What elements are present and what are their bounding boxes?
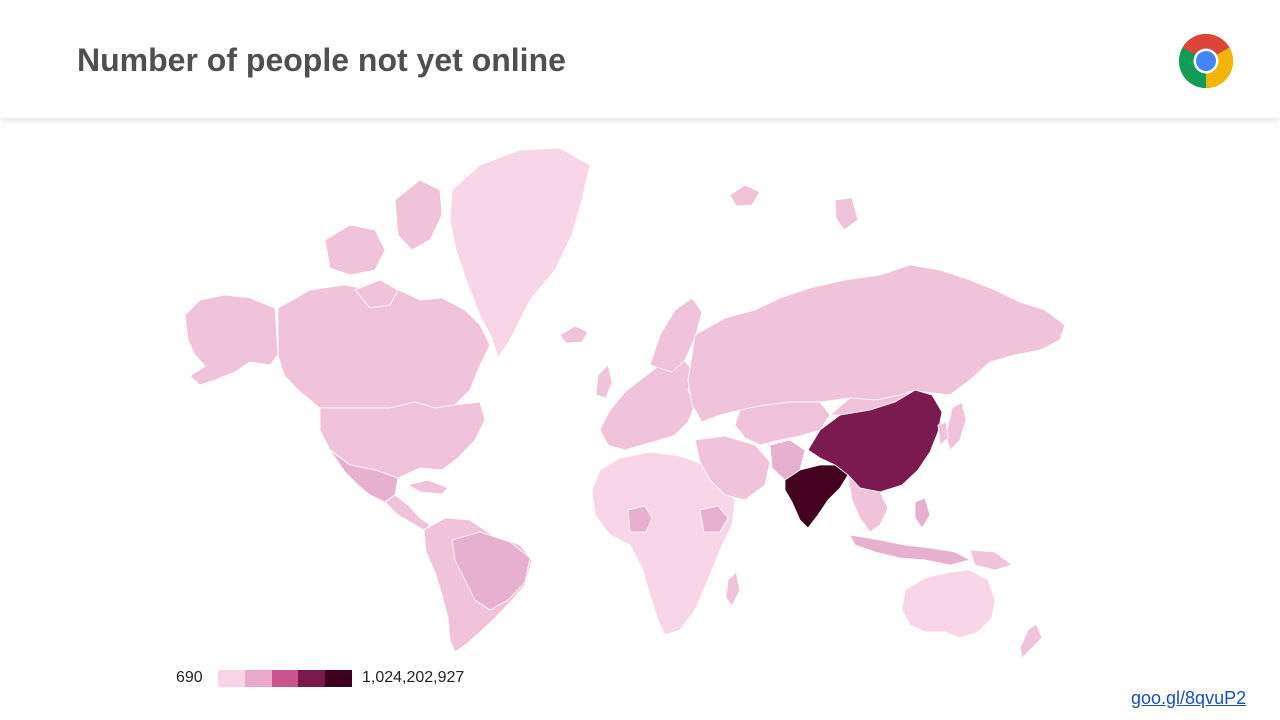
region-central-america	[384, 494, 431, 531]
region-europe	[599, 354, 696, 451]
region-southeast-asia	[847, 474, 889, 533]
region-new-zealand	[1019, 623, 1043, 659]
legend-swatch-3	[271, 670, 299, 687]
region-new-guinea	[969, 549, 1013, 571]
region-arctic-islands-2	[394, 179, 443, 251]
legend-max-label: 1,024,202,927	[362, 669, 465, 686]
legend-swatch-5	[325, 670, 352, 687]
region-arctic-islands-3	[354, 279, 399, 309]
region-greenland	[449, 147, 591, 359]
slide-header: Number of people not yet online	[0, 0, 1280, 118]
region-scandinavia	[649, 297, 703, 373]
region-korea	[937, 421, 949, 446]
region-indonesia	[849, 534, 971, 566]
region-alaska	[184, 294, 279, 386]
region-australia	[901, 569, 996, 639]
legend-swatch-2	[244, 670, 272, 687]
region-central-asia	[734, 401, 831, 446]
region-russia	[687, 264, 1066, 423]
slide-title: Number of people not yet online	[77, 42, 566, 78]
region-svalbard	[729, 184, 761, 207]
region-iceland	[559, 325, 589, 344]
region-uk	[595, 364, 613, 399]
region-brazil	[451, 531, 531, 611]
region-india	[784, 464, 849, 529]
chrome-logo-icon	[1178, 33, 1234, 89]
region-caribbean	[407, 479, 449, 495]
region-philippines	[914, 497, 931, 529]
legend-swatch-4	[298, 670, 326, 687]
region-ethiopia	[699, 505, 729, 533]
legend-gradient-bar	[218, 670, 352, 687]
region-africa	[591, 451, 736, 636]
region-japan	[945, 401, 967, 451]
region-novaya-zemlya	[834, 197, 859, 231]
world-map	[184, 147, 1066, 659]
legend-swatch-1	[218, 670, 245, 687]
legend-min-label: 690	[176, 669, 203, 686]
region-madagascar	[725, 571, 741, 607]
source-link[interactable]: goo.gl/8qvuP2	[1131, 688, 1247, 708]
region-mongolia	[829, 389, 916, 416]
region-nigeria	[627, 505, 653, 533]
region-arctic-islands	[324, 224, 386, 276]
region-middle-east	[694, 435, 771, 501]
